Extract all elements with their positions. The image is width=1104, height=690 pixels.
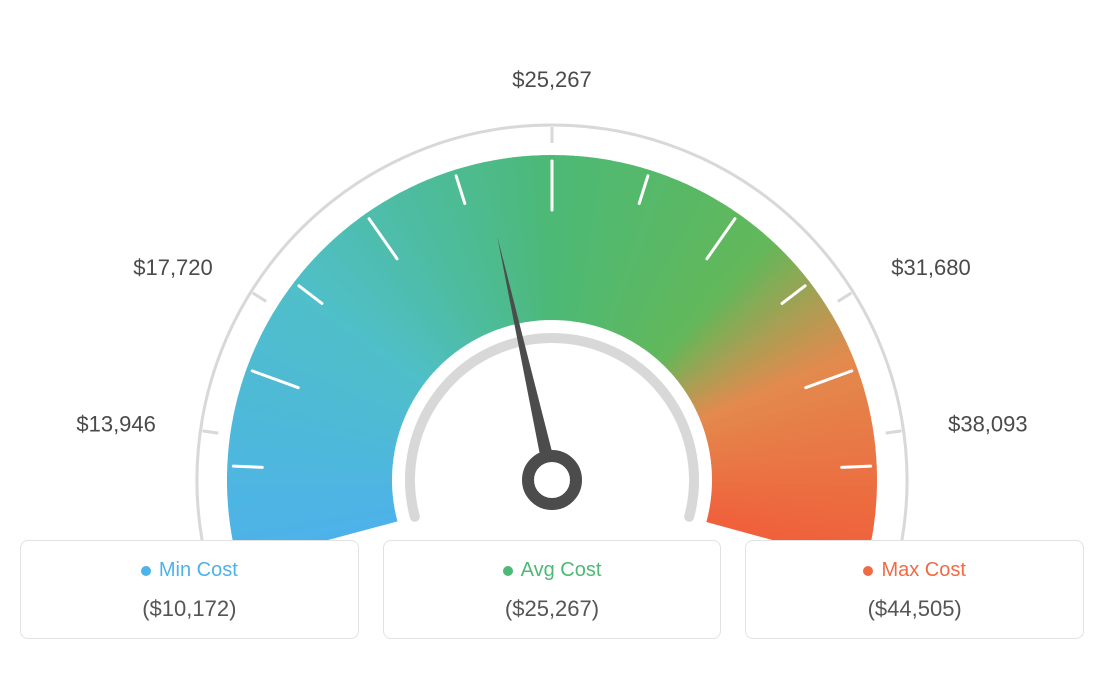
dot-icon — [503, 566, 513, 576]
dot-icon — [141, 566, 151, 576]
legend-value-min: ($10,172) — [33, 596, 346, 622]
legend-value-max: ($44,505) — [758, 596, 1071, 622]
gauge-tick-label: $25,267 — [512, 67, 592, 92]
gauge-hub — [528, 456, 576, 504]
dot-icon — [863, 566, 873, 576]
legend-text-min: Min Cost — [159, 559, 238, 582]
legend-label-avg: Avg Cost — [396, 559, 709, 582]
gauge-tick-label: $31,680 — [891, 255, 971, 280]
cost-gauge-chart: $10,172$13,946$17,720$25,267$31,680$38,0… — [20, 20, 1084, 639]
gauge-area: $10,172$13,946$17,720$25,267$31,680$38,0… — [20, 20, 1084, 540]
legend-text-max: Max Cost — [881, 559, 965, 582]
gauge-tick-label: $38,093 — [948, 411, 1028, 436]
legend-label-min: Min Cost — [33, 559, 346, 582]
legend-card-avg: Avg Cost ($25,267) — [383, 540, 722, 639]
legend-text-avg: Avg Cost — [521, 559, 602, 582]
legend-value-avg: ($25,267) — [396, 596, 709, 622]
legend-card-min: Min Cost ($10,172) — [20, 540, 359, 639]
legend-card-max: Max Cost ($44,505) — [745, 540, 1084, 639]
legend-row: Min Cost ($10,172) Avg Cost ($25,267) Ma… — [20, 540, 1084, 639]
legend-label-max: Max Cost — [758, 559, 1071, 582]
gauge-svg: $10,172$13,946$17,720$25,267$31,680$38,0… — [20, 20, 1084, 540]
gauge-tick-label: $13,946 — [76, 411, 156, 436]
gauge-tick-label: $17,720 — [133, 255, 213, 280]
